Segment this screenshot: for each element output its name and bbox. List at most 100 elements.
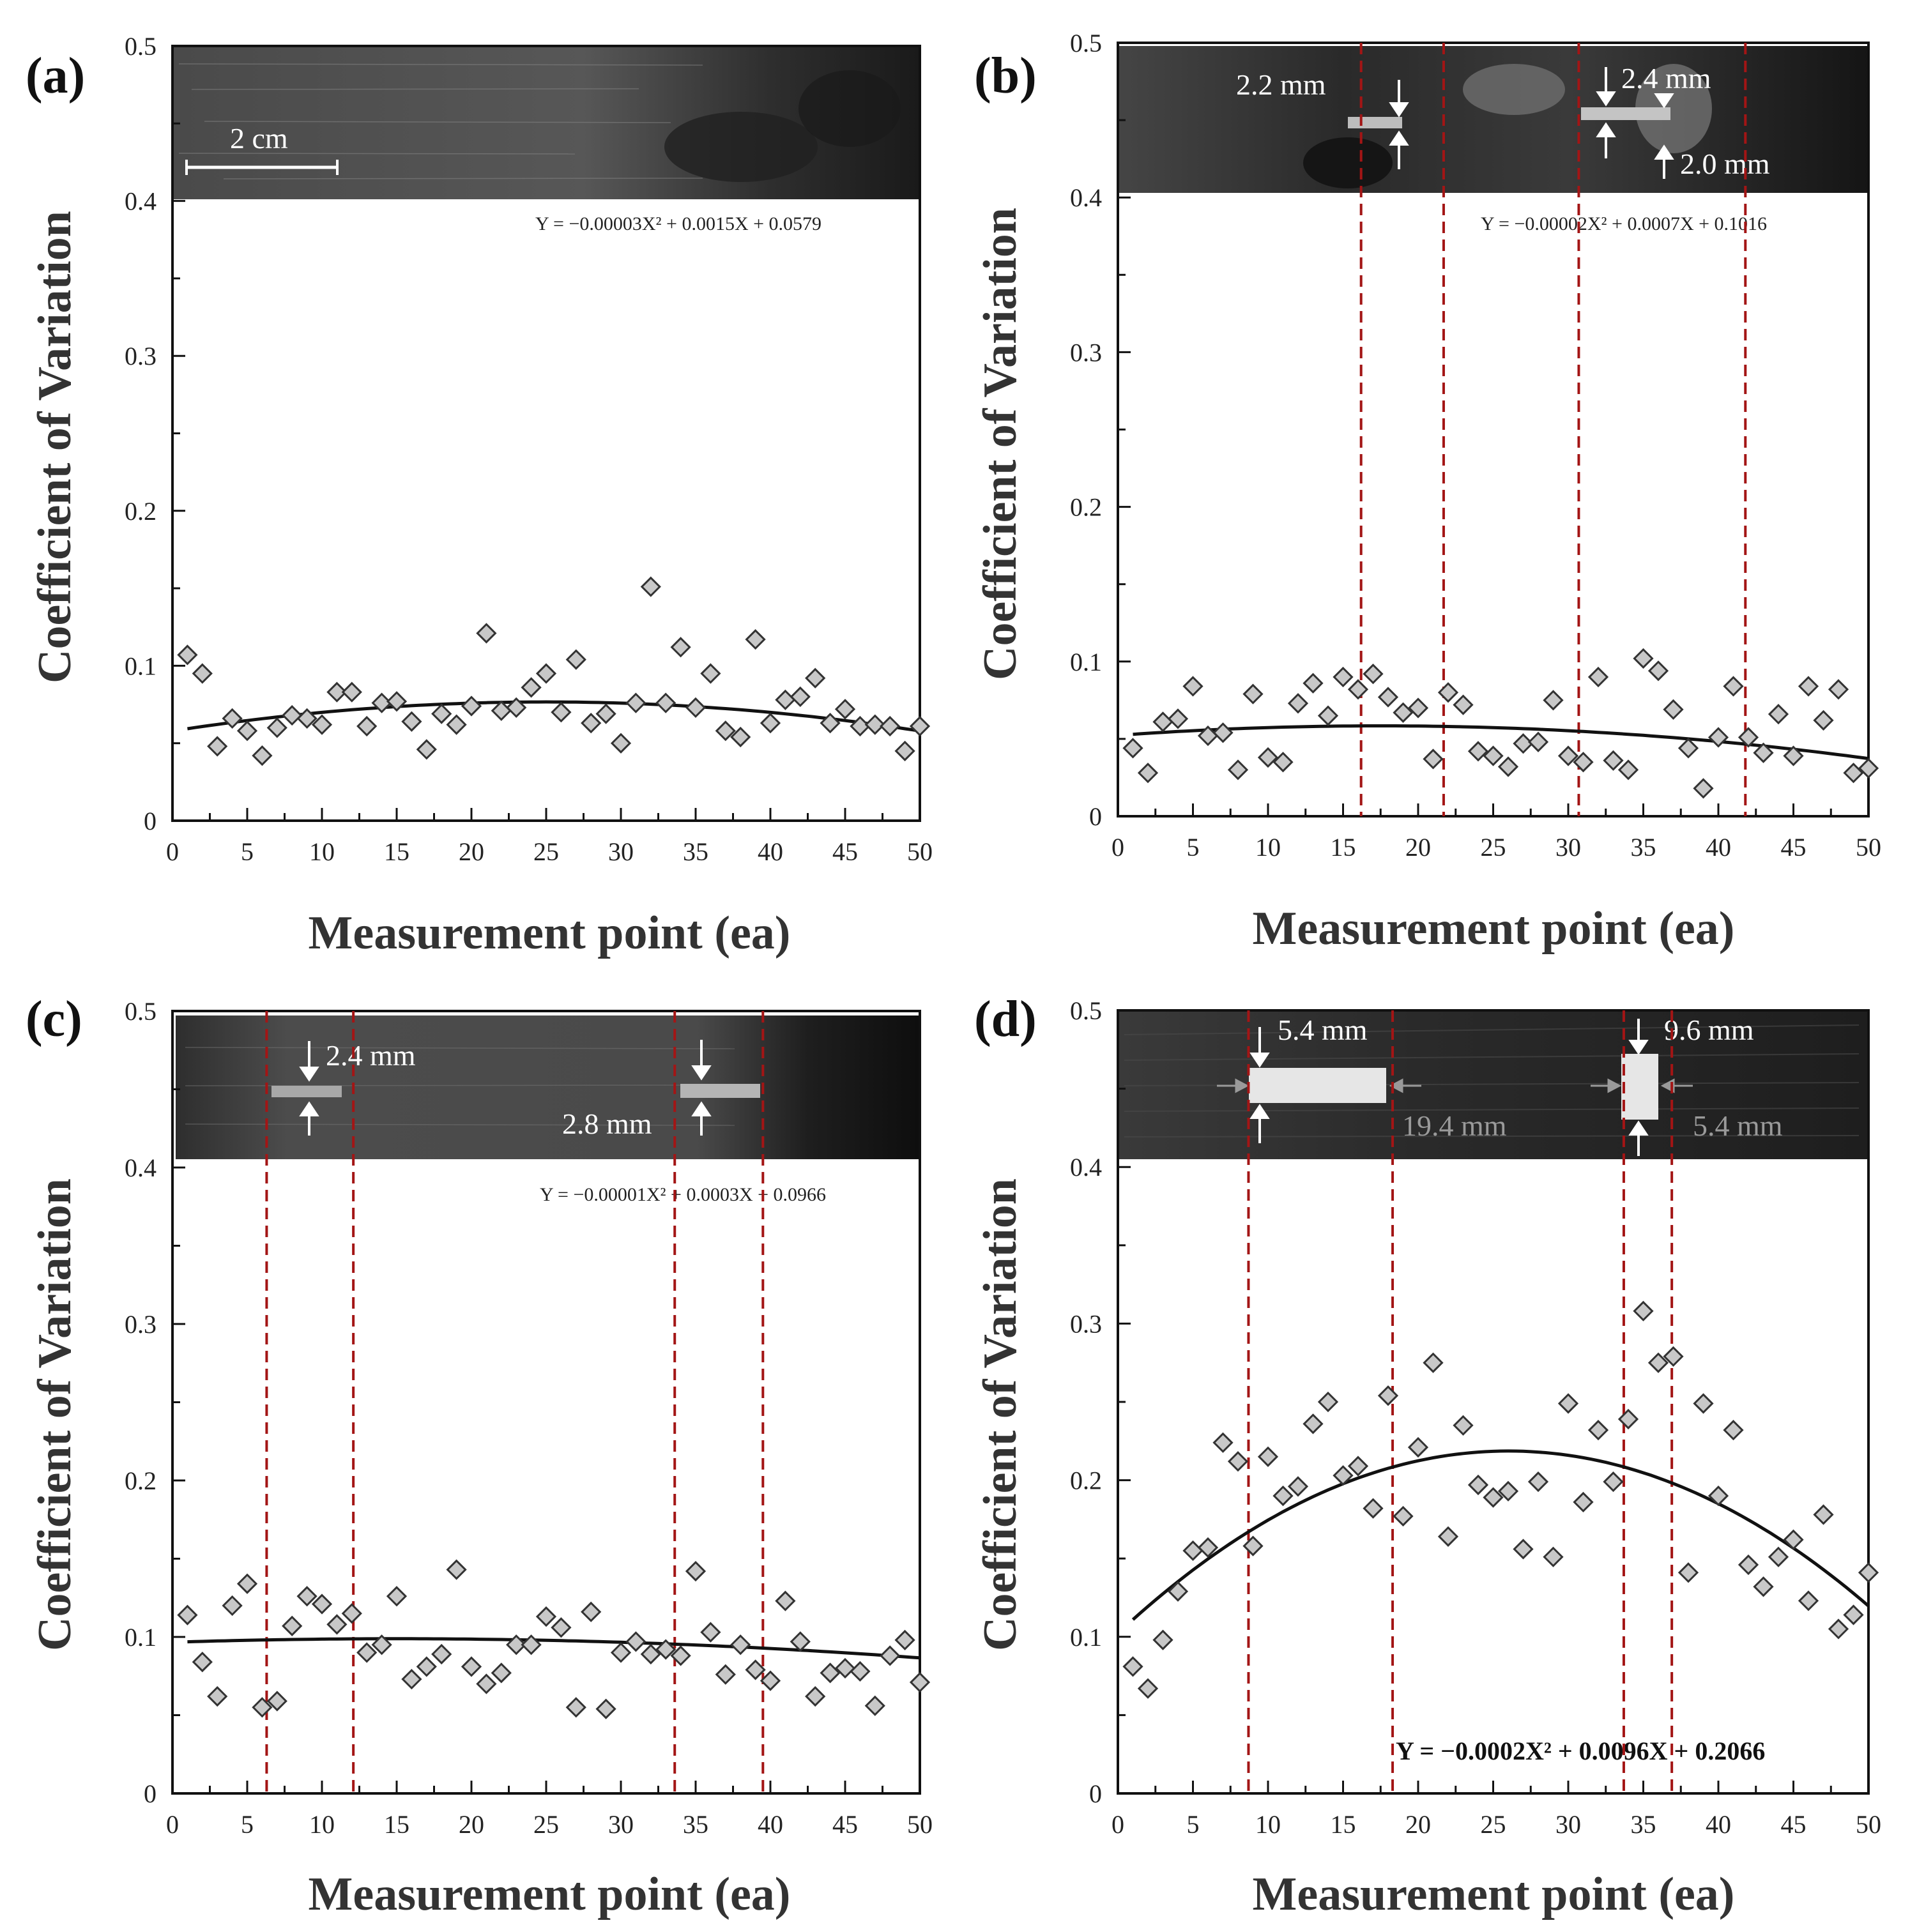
data-point [581,713,602,734]
data-point [401,1669,422,1690]
x-tick-label: 10 [309,837,335,866]
data-point [1303,1413,1324,1434]
y-tick-label: 0.4 [125,187,157,216]
data-point [1603,750,1624,771]
x-axis-title: Measurement point (ea) [1253,902,1735,955]
data-point [850,715,871,737]
data-point [1257,747,1279,768]
y-tick-label: 0.1 [1070,1623,1102,1652]
data-point [1483,745,1504,766]
x-tick-label: 40 [1706,833,1731,862]
panel-label: (d) [974,991,1037,1047]
y-tick-label: 0 [1089,802,1102,831]
data-point [1363,664,1384,685]
y-tick-label: 0.1 [125,651,157,680]
x-tick-label: 20 [459,837,484,866]
data-point [326,681,348,703]
data-point [1257,1446,1279,1467]
data-point [1287,693,1309,714]
data-point [1663,1346,1684,1367]
data-point [640,576,661,597]
data-point [820,1662,841,1684]
data-point [1333,666,1354,688]
data-point [685,697,707,719]
y-tick-label: 0 [144,807,157,835]
data-point [565,1697,586,1718]
data-point [1347,679,1369,700]
data-point [296,1586,317,1607]
x-tick-label: 15 [384,837,409,866]
specimen-photo-a: 2 cm [172,46,920,199]
panel-c: (c) 2.4 mm 2.8 mm Y = −0.00001X² + 0.000… [26,991,933,1921]
y-tick-label: 0.1 [1070,648,1102,676]
data-point [1633,648,1654,669]
data-point [521,1634,542,1655]
x-tick-label: 20 [1405,1810,1431,1839]
x-tick-label: 25 [533,1810,559,1839]
data-point [700,1622,721,1643]
data-point [670,1645,691,1666]
data-point [1828,679,1849,700]
data-point [625,1631,646,1652]
x-tick-label: 50 [907,837,933,866]
x-tick-label: 45 [832,1810,858,1839]
data-point [775,689,796,710]
data-point [820,713,841,734]
data-point [506,697,527,719]
x-tick-label: 5 [1187,833,1200,862]
data-point [1768,704,1789,725]
x-tick-label: 10 [309,1810,335,1839]
data-point [834,699,856,720]
data-point [745,1659,766,1680]
data-point [1663,699,1684,720]
data-point [775,1590,796,1611]
x-tick-label: 45 [1781,833,1807,862]
x-tick-label: 5 [1187,1810,1200,1839]
data-point [1227,759,1249,780]
y-tick-label: 0.2 [1070,493,1102,522]
x-tick-label: 0 [166,1810,179,1839]
data-point [446,714,467,735]
x-tick-label: 40 [1706,1810,1731,1839]
data-point [1723,1420,1744,1441]
data-point [386,1586,408,1607]
data-point [476,623,497,644]
data-point [371,1634,392,1655]
x-axis-title: Measurement point (ea) [1253,1868,1735,1921]
data-point [1453,1415,1474,1436]
x-tick-label: 30 [1555,1810,1581,1839]
panel-label: (b) [974,48,1037,104]
data-point [1843,763,1864,784]
annotation-label: 5.4 mm [1693,1109,1783,1142]
data-point [1167,708,1189,729]
data-point [1708,1485,1729,1507]
data-point [491,700,512,721]
annotation-label: 2.2 mm [1236,68,1326,101]
x-tick-label: 0 [166,837,179,866]
data-point [252,745,273,766]
x-tick-label: 25 [533,837,559,866]
x-tick-label: 20 [459,1810,484,1839]
data-point [266,717,287,738]
data-point [1212,1432,1234,1453]
data-point [1497,756,1519,777]
data-point [745,629,766,650]
data-point [207,1685,228,1707]
data-point [1363,1498,1384,1519]
data-point [1513,733,1534,754]
data-point [1393,1505,1414,1527]
y-axis-title: Coefficient of Variation [29,1178,81,1651]
x-tick-label: 30 [608,837,634,866]
data-point [1407,697,1429,719]
data-point [880,715,901,737]
data-point [461,696,482,717]
fit-equation: Y = −0.0002X² + 0.0096X + 0.2066 [1396,1737,1765,1765]
data-point [1122,738,1143,759]
data-point [401,711,422,732]
data-point [1738,1554,1759,1576]
data-point [1467,1474,1489,1496]
data-point [1182,676,1203,697]
data-point [1708,727,1729,748]
annotation-label: 2.8 mm [562,1107,652,1140]
